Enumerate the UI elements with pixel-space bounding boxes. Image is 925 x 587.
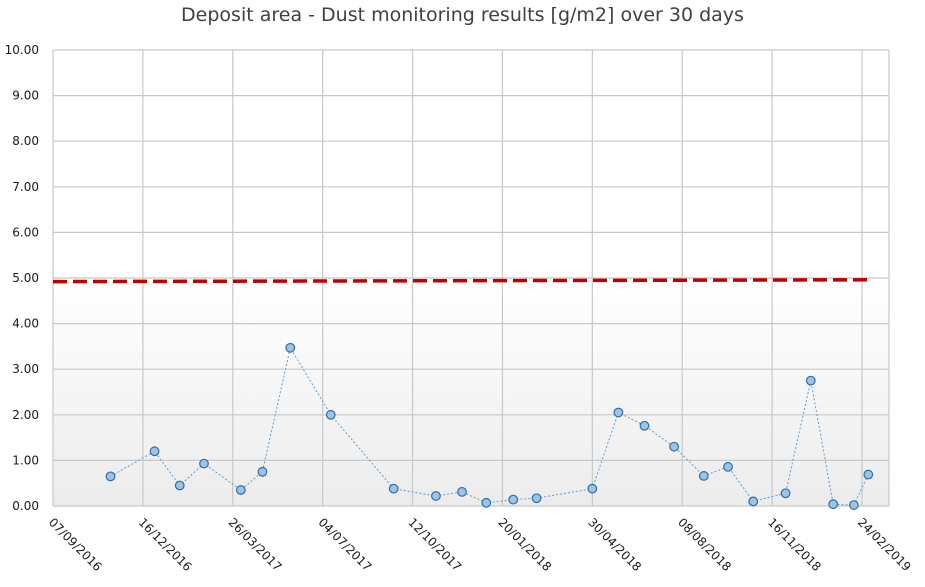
data-point <box>531 493 542 504</box>
y-tick-label: 5.00 <box>12 271 39 285</box>
x-tick-label: 16/11/2018 <box>765 515 824 574</box>
data-point <box>508 494 519 505</box>
data-point <box>235 485 246 495</box>
data-point <box>257 466 268 477</box>
x-tick-label: 08/08/2018 <box>675 515 734 574</box>
y-tick-label: 4.00 <box>12 317 39 331</box>
x-axis-labels: 07/09/2016 16/12/2016 26/03/2017 04/07/2017… <box>46 515 914 574</box>
data-point <box>863 469 874 480</box>
y-tick-label: 3.00 <box>12 362 39 376</box>
x-tick-label: 26/03/2017 <box>226 515 285 574</box>
y-tick-label: 6.00 <box>12 225 39 239</box>
y-tick-label: 9.00 <box>12 89 39 103</box>
data-point <box>748 496 759 507</box>
data-point <box>723 461 733 472</box>
x-tick-label: 16/12/2016 <box>136 515 195 574</box>
x-tick-label: 12/10/2017 <box>405 515 464 574</box>
data-point <box>669 441 680 452</box>
data-point <box>174 480 185 491</box>
chart-title: Deposit area - Dust monitoring results [… <box>181 4 744 26</box>
y-tick-label: 0.00 <box>12 499 39 513</box>
y-axis-labels: 0.00 1.00 2.00 3.00 4.00 5.00 6.00 7.00 8.00 9.00… <box>5 43 39 513</box>
data-point <box>828 499 839 510</box>
data-point <box>388 483 399 494</box>
x-tick-label: 20/01/2018 <box>495 515 554 574</box>
data-point <box>587 483 598 494</box>
data-point <box>105 471 116 482</box>
data-point <box>698 471 709 481</box>
x-tick-label: 30/04/2018 <box>585 515 644 574</box>
data-point <box>613 407 624 418</box>
grid <box>52 49 890 507</box>
y-tick-label: 2.00 <box>12 408 39 422</box>
y-tick-label: 10.00 <box>5 43 39 57</box>
x-tick-label: 04/07/2017 <box>316 515 375 574</box>
data-point <box>780 488 791 499</box>
data-point <box>481 497 492 508</box>
series-line <box>110 346 869 506</box>
data-point <box>149 446 160 457</box>
data-point <box>805 375 816 386</box>
x-tick-label: 07/09/2016 <box>46 515 105 574</box>
y-tick-label: 8.00 <box>12 134 39 148</box>
data-point <box>325 409 336 420</box>
y-tick-label: 1.00 <box>12 453 39 467</box>
data-point <box>431 491 441 501</box>
series-points <box>105 342 874 510</box>
data-point <box>457 486 467 497</box>
data-point <box>849 500 859 510</box>
data-point <box>199 458 209 469</box>
data-point <box>285 342 296 353</box>
series-lines <box>52 278 869 506</box>
data-point <box>639 420 650 431</box>
y-tick-label: 7.00 <box>12 180 39 194</box>
limit-line <box>52 278 869 284</box>
x-tick-label: 24/02/2019 <box>855 515 914 574</box>
